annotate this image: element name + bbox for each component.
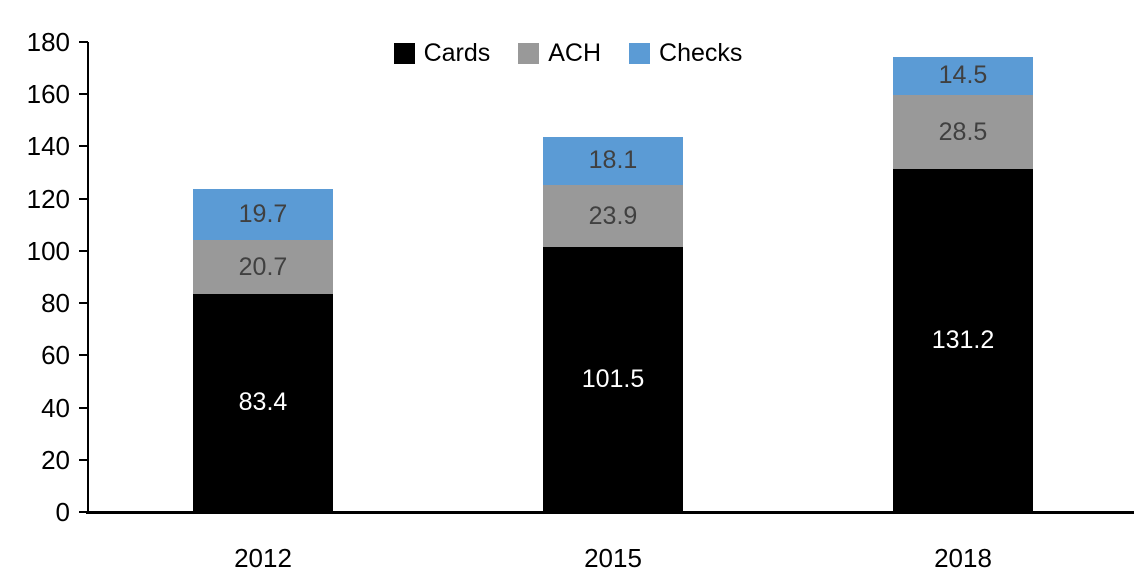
y-axis-tick-label: 160 — [26, 79, 70, 110]
legend-label-ach: ACH — [548, 39, 602, 67]
legend-item-cards: Cards — [393, 39, 491, 68]
legend-label-checks: Checks — [659, 39, 743, 67]
y-axis-tick — [79, 197, 88, 200]
bar-segment-checks-2012 — [193, 188, 333, 241]
y-axis-line — [87, 42, 89, 513]
y-axis-tick — [79, 302, 88, 305]
y-axis-tick — [79, 93, 88, 96]
y-axis-tick — [79, 249, 88, 252]
bar-segment-cards-2018 — [893, 169, 1033, 512]
x-axis-label-2015: 2015 — [584, 543, 642, 573]
x-axis-label-2018: 2018 — [934, 543, 992, 573]
y-axis-tick-label: 80 — [41, 288, 70, 319]
legend-swatch-checks-icon — [629, 43, 651, 64]
y-axis-tick — [79, 41, 88, 43]
y-axis-tick-label: 0 — [55, 497, 70, 527]
legend-swatch-ach-icon — [518, 43, 540, 64]
legend-label-cards: Cards — [423, 39, 491, 67]
y-axis-tick — [79, 145, 88, 148]
y-axis-tick — [79, 458, 88, 461]
legend-swatch-cards-icon — [393, 43, 415, 64]
y-axis-tick — [79, 406, 88, 409]
bar-segment-ach-2018 — [893, 95, 1033, 170]
y-axis-tick-label: 180 — [26, 27, 70, 57]
bar-segment-checks-2018 — [893, 57, 1033, 95]
bar-segment-ach-2012 — [193, 240, 333, 295]
y-axis-tick-label: 40 — [41, 392, 70, 423]
y-axis-tick-label: 20 — [41, 444, 70, 475]
bar-segment-cards-2012 — [193, 294, 333, 512]
y-axis-tick-label: 120 — [26, 183, 70, 214]
y-axis-tick-label: 60 — [41, 340, 70, 371]
chart-legend: Cards ACH Checks — [0, 39, 1136, 68]
x-axis-line — [86, 511, 1134, 514]
bar-segment-checks-2015 — [543, 137, 683, 185]
x-axis-label-2012: 2012 — [234, 543, 292, 573]
y-axis-tick-label: 100 — [26, 235, 70, 266]
bar-segment-cards-2015 — [543, 246, 683, 512]
y-axis-tick — [79, 354, 88, 357]
legend-item-ach: ACH — [518, 39, 601, 68]
bar-segment-ach-2015 — [543, 184, 683, 247]
y-axis-tick — [79, 511, 88, 513]
y-axis-tick-label: 140 — [26, 131, 70, 162]
legend-item-checks: Checks — [629, 39, 742, 68]
